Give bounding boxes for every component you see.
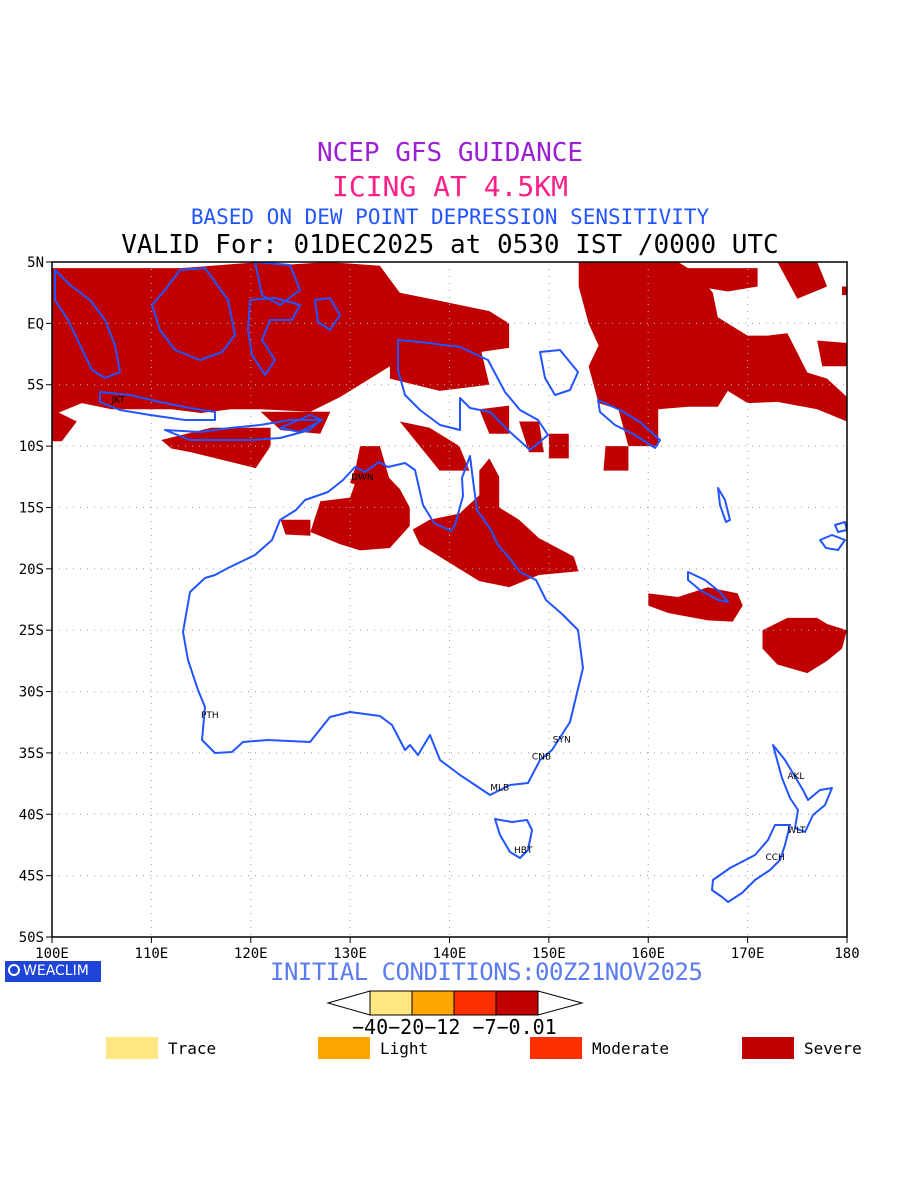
icing-region-severe bbox=[777, 262, 828, 299]
city-label-jkt: JKT bbox=[111, 395, 126, 405]
coastline-fiji bbox=[819, 534, 846, 551]
city-label-akl: AKL bbox=[787, 772, 804, 782]
y-tick-label: 45S bbox=[19, 869, 44, 885]
coastline-layer bbox=[54, 262, 847, 903]
icing-layer bbox=[52, 262, 847, 674]
icing-region-severe bbox=[817, 340, 847, 367]
title-line-3: BASED ON DEW POINT DEPRESSION SENSITIVIT… bbox=[190, 205, 710, 229]
icing-region-severe bbox=[52, 409, 77, 442]
initial-conditions: INITIAL CONDITIONS:00Z21NOV2025 bbox=[270, 958, 703, 986]
title-line-1: NCEP GFS GUIDANCE bbox=[316, 138, 584, 168]
y-tick-label: 15S bbox=[19, 500, 44, 516]
icing-region-severe bbox=[578, 262, 847, 447]
colorbar-right-arrow bbox=[537, 990, 584, 1016]
icing-region-severe bbox=[389, 338, 490, 391]
logo-circle-icon bbox=[8, 964, 20, 976]
x-tick-label: 100E bbox=[35, 946, 69, 962]
legend-swatch-severe bbox=[742, 1037, 794, 1059]
y-tick-label: EQ bbox=[27, 316, 44, 332]
coastline-timor bbox=[279, 414, 323, 433]
y-tick-label: 30S bbox=[19, 685, 44, 701]
y-tick-label: 50S bbox=[19, 930, 44, 946]
icing-region-severe bbox=[399, 421, 470, 471]
grid-layer bbox=[52, 262, 847, 937]
colorbar-bin-light bbox=[411, 990, 455, 1016]
x-tick-label: 160E bbox=[631, 946, 665, 962]
coastline-nz-north bbox=[772, 744, 833, 833]
icing-region-severe bbox=[52, 262, 510, 416]
x-tick-label: 130E bbox=[333, 946, 367, 962]
colorbar-left-arrow bbox=[326, 990, 371, 1016]
x-tick-label: 180 bbox=[834, 946, 859, 962]
colorbar-labels: −40−20−12 −7−0.01 bbox=[352, 1015, 557, 1039]
coastline-tasmania bbox=[494, 818, 533, 859]
y-tick-label: 5S bbox=[27, 378, 44, 394]
city-label-mlb: MLB bbox=[490, 783, 509, 793]
x-tick-label: 150E bbox=[532, 946, 566, 962]
icing-region-severe bbox=[412, 458, 579, 588]
icing-region-severe bbox=[842, 286, 847, 296]
colorbar-bin-severe bbox=[495, 990, 539, 1016]
coastline-mindanao bbox=[254, 262, 301, 306]
coastline-sulawesi bbox=[247, 297, 301, 376]
y-tick-label: 5N bbox=[27, 255, 44, 271]
coastline-nz-south bbox=[711, 824, 791, 903]
city-label-wlt: WLT bbox=[787, 826, 806, 836]
y-tick-label: 40S bbox=[19, 807, 44, 823]
logo-text: WEACLIM bbox=[23, 963, 89, 979]
city-label-cch: CCH bbox=[765, 853, 784, 863]
city-label-hbt: HBT bbox=[514, 846, 533, 856]
legend-swatch-trace bbox=[106, 1037, 158, 1059]
title-line-2: ICING AT 4.5KM bbox=[331, 170, 568, 203]
city-label-syn: SYN bbox=[553, 735, 571, 745]
y-tick-label: 35S bbox=[19, 746, 44, 762]
weaclim-logo: WEACLIM bbox=[5, 961, 101, 982]
coastline-new-caledonia bbox=[687, 571, 729, 603]
icing-region-severe bbox=[350, 464, 375, 489]
icing-region-severe bbox=[548, 433, 569, 459]
axis-layer: 100E 110E 120E 130E 140E 150E 160E 170E 180 5N EQ 5… bbox=[19, 255, 860, 962]
icing-region-severe bbox=[603, 446, 629, 471]
x-tick-label: 120E bbox=[234, 946, 268, 962]
icing-region-severe bbox=[648, 587, 743, 622]
legend-label-trace: Trace bbox=[168, 1039, 217, 1058]
icing-region-severe bbox=[479, 405, 510, 434]
icing-region-severe bbox=[310, 468, 410, 551]
coastline-java bbox=[99, 391, 216, 421]
coastline-solomons bbox=[597, 399, 661, 449]
valid-time: VALID For: 01DEC2025 at 0530 IST /0000 U… bbox=[121, 230, 779, 260]
y-tick-label: 20S bbox=[19, 562, 44, 578]
colorbar-bin-moderate bbox=[453, 990, 497, 1016]
colorbar bbox=[326, 990, 584, 1016]
coastline-new-guinea bbox=[397, 339, 549, 451]
legend-swatch-moderate bbox=[530, 1037, 582, 1059]
legend-label-severe: Severe bbox=[804, 1039, 862, 1058]
coastline-australia bbox=[182, 455, 584, 796]
coastline-maluku bbox=[314, 297, 341, 331]
coastline-vanuatu bbox=[717, 487, 731, 523]
coastline-new-britain bbox=[539, 349, 579, 396]
x-tick-label: 140E bbox=[433, 946, 467, 962]
city-label-cnb: CNB bbox=[532, 753, 551, 763]
y-tick-label: 10S bbox=[19, 439, 44, 455]
icing-region-severe bbox=[161, 427, 271, 469]
x-tick-label: 110E bbox=[135, 946, 169, 962]
legend-label-moderate: Moderate bbox=[592, 1039, 670, 1058]
coastline-lesser-sunda bbox=[164, 419, 321, 441]
coastline-fiji-2 bbox=[834, 521, 847, 533]
icing-region-severe bbox=[280, 519, 311, 536]
coastline-borneo bbox=[151, 267, 236, 361]
city-label-pth: PTH bbox=[201, 711, 219, 721]
legend-swatch-light bbox=[318, 1037, 370, 1059]
city-label-dwn: DWN bbox=[351, 473, 374, 483]
icing-region-severe bbox=[678, 268, 758, 292]
icing-region-severe bbox=[762, 617, 847, 674]
x-tick-label: 170E bbox=[731, 946, 765, 962]
y-tick-label: 25S bbox=[19, 623, 44, 639]
coastline-sumatra bbox=[54, 269, 121, 379]
colorbar-bin-trace bbox=[369, 990, 413, 1016]
legend-label-light: Light bbox=[380, 1039, 429, 1058]
